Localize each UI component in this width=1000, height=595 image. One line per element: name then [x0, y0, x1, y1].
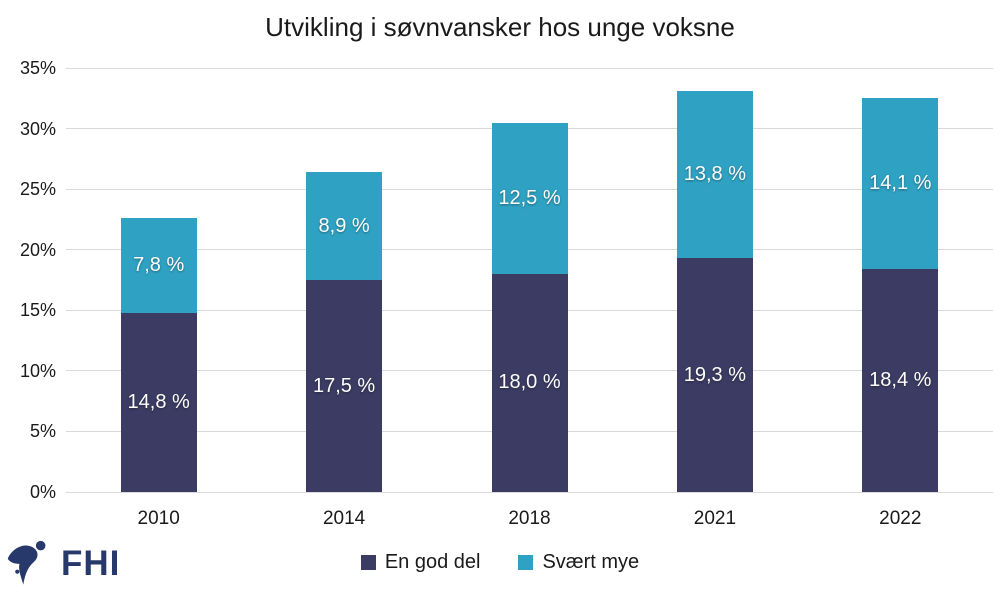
- chart-title: Utvikling i søvnvansker hos unge voksne: [265, 12, 735, 42]
- legend-swatch: [518, 555, 534, 570]
- bar-segment: 18,0 %: [491, 273, 568, 492]
- legend-label: Svært mye: [542, 551, 640, 573]
- gridline: [66, 67, 993, 69]
- bar-2018: 18,0 % 12,5 %: [491, 68, 568, 492]
- x-tick-label: 2018: [508, 508, 551, 529]
- bar-segment: 7,8 %: [120, 218, 197, 313]
- bar-data-label: 14,8 %: [127, 390, 190, 413]
- y-tick-label: 20%: [19, 239, 56, 260]
- bar-data-label: 18,0 %: [498, 371, 561, 394]
- legend-item: En god del: [360, 551, 481, 574]
- fhi-logo-icon: [7, 540, 46, 585]
- y-tick-label: 10%: [19, 360, 56, 381]
- bar-data-label: 19,3 %: [683, 363, 747, 386]
- x-tick-label: 2010: [137, 508, 180, 529]
- bar-data-label: 13,8 %: [683, 163, 747, 186]
- bar-data-label: 17,5 %: [312, 374, 376, 397]
- bar-segment: 8,9 %: [306, 172, 383, 280]
- bar-data-label: 7,8 %: [133, 253, 185, 276]
- bar-2021: 19,3 % 13,8 %: [676, 68, 753, 492]
- y-tick-label: 25%: [19, 179, 56, 200]
- gridline: [66, 491, 993, 493]
- bar-2010: 14,8 % 7,8 %: [120, 68, 197, 492]
- bar-data-label: 12,5 %: [498, 186, 561, 209]
- bar-segment: 13,8 %: [676, 91, 753, 259]
- y-tick-label: 0%: [29, 482, 56, 502]
- bar-2022: 18,4 % 14,1 %: [862, 68, 939, 492]
- bar-data-label: 18,4 %: [869, 369, 932, 392]
- y-tick-label: 30%: [19, 118, 56, 139]
- x-tick-label: 2021: [693, 508, 737, 529]
- y-tick-label: 35%: [19, 58, 56, 78]
- fhi-logo-text: FHI: [61, 543, 121, 583]
- x-tick-label: 2022: [879, 508, 922, 529]
- plot-area: 14,8 % 7,8 % 17,5 % 8,9 % 18,0 % 12,5 % 19,3 %…: [66, 67, 993, 493]
- bar-segment: 17,5 %: [306, 280, 383, 492]
- legend-swatch: [360, 555, 376, 570]
- legend-label: En god del: [384, 551, 481, 573]
- bar-data-label: 14,1 %: [869, 172, 932, 195]
- bar-data-label: 8,9 %: [318, 214, 370, 237]
- legend-item: Svært mye: [518, 551, 639, 574]
- y-tick-label: 15%: [19, 300, 56, 321]
- bar-segment: 12,5 %: [491, 122, 568, 274]
- y-tick-label: 5%: [29, 421, 56, 442]
- bar-segment: 14,1 %: [862, 98, 939, 270]
- bar-2014: 17,5 % 8,9 %: [306, 68, 383, 492]
- fhi-logo: FHI: [6, 537, 120, 589]
- x-tick-label: 2014: [322, 508, 366, 529]
- bar-segment: 19,3 %: [676, 258, 753, 492]
- bar-segment: 14,8 %: [120, 312, 197, 492]
- chart-legend: En god del Svært mye: [0, 551, 1000, 574]
- bar-segment: 18,4 %: [862, 269, 939, 492]
